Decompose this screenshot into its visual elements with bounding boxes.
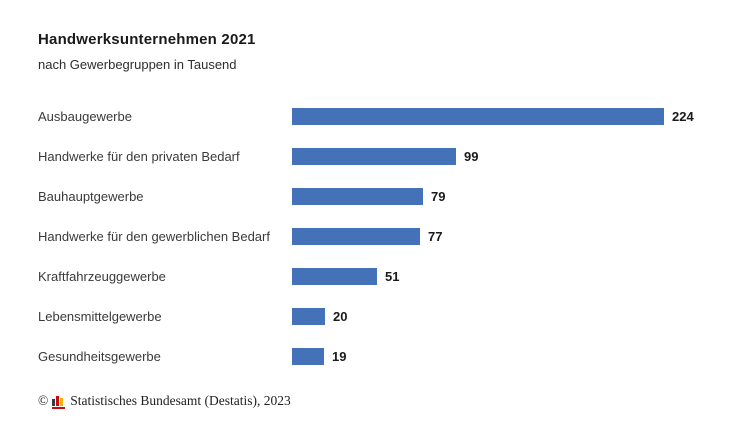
category-label: Gesundheitsgewerbe (38, 348, 161, 364)
category-label: Lebensmittelgewerbe (38, 308, 162, 324)
value-label: 99 (464, 148, 479, 164)
bar (292, 267, 377, 285)
value-label: 224 (672, 108, 694, 124)
value-label: 19 (332, 348, 347, 364)
chart-row: Ausbaugewerbe 224 (38, 96, 750, 136)
chart-row: Bauhauptgewerbe 79 (38, 176, 750, 216)
source-text: Statistisches Bundesamt (Destatis), 2023 (70, 393, 291, 408)
logo-bar-1 (52, 398, 56, 406)
bar-track: 79 (292, 187, 750, 205)
chart-title: Handwerksunternehmen 2021 (38, 31, 256, 48)
value-label: 79 (431, 188, 446, 204)
category-label: Kraftfahrzeuggewerbe (38, 268, 166, 284)
bar-chart: Ausbaugewerbe 224 Handwerke für den privat… (38, 96, 750, 376)
source-footer: © Statistisches Bundesamt (Destatis), 20… (38, 393, 750, 409)
bar (292, 307, 325, 325)
bar-track: 51 (292, 267, 750, 285)
bar (292, 347, 324, 365)
bar (292, 107, 664, 125)
chart-row: Handwerke für den gewerblichen Bedarf 77 (38, 216, 750, 256)
value-label: 20 (333, 308, 348, 324)
value-label: 51 (385, 268, 400, 284)
logo-bar-2 (56, 395, 60, 406)
bar-track: 224 (292, 107, 750, 125)
chart-row: Gesundheitsgewerbe 19 (38, 336, 750, 376)
bar (292, 187, 423, 205)
chart-row: Kraftfahrzeuggewerbe 51 (38, 256, 750, 296)
bar-track: 20 (292, 307, 750, 325)
bar (292, 227, 420, 245)
chart-subtitle: nach Gewerbegruppen in Tausend (38, 57, 237, 72)
chart-rows: Ausbaugewerbe 224 Handwerke für den privat… (38, 96, 750, 376)
destatis-logo-icon (52, 395, 66, 409)
bar-track: 99 (292, 147, 750, 165)
bar-track: 19 (292, 347, 750, 365)
copyright-symbol: © (38, 393, 49, 408)
logo-baseline (52, 406, 66, 409)
logo-bar-3 (60, 397, 64, 406)
chart-row: Lebensmittelgewerbe 20 (38, 296, 750, 336)
category-label: Handwerke für den gewerblichen Bedarf (38, 228, 270, 244)
category-label: Bauhauptgewerbe (38, 188, 144, 204)
value-label: 77 (428, 228, 443, 244)
bar-track: 77 (292, 227, 750, 245)
category-label: Handwerke für den privaten Bedarf (38, 148, 240, 164)
category-label: Ausbaugewerbe (38, 108, 132, 124)
chart-row: Handwerke für den privaten Bedarf 99 (38, 136, 750, 176)
bar (292, 147, 456, 165)
